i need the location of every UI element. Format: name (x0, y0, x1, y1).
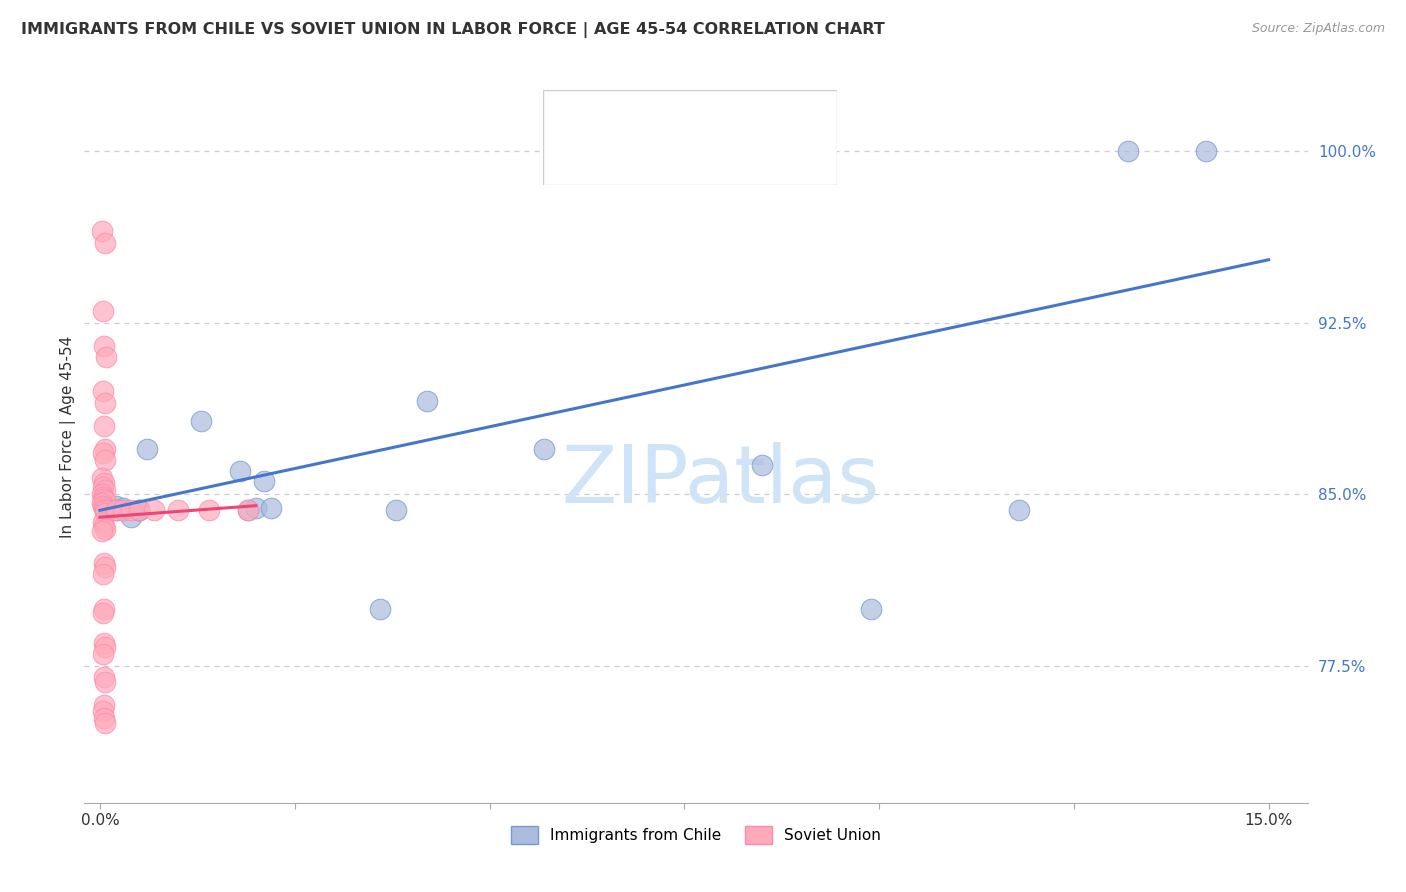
Point (93, 499, 115, 513)
Point (91, 304, 114, 318)
Text: Source: ZipAtlas.com: Source: ZipAtlas.com (1251, 22, 1385, 36)
Point (1008, 503, 1031, 517)
Point (93, 235, 115, 250)
Point (93, 500, 115, 515)
Point (260, 500, 283, 515)
Legend: Immigrants from Chile, Soviet Union: Immigrants from Chile, Soviet Union (505, 820, 887, 850)
Point (93, 715, 115, 730)
Point (112, 503, 135, 517)
Point (93, 519, 115, 533)
Point (93, 442, 115, 456)
Point (1195, 145, 1218, 159)
Point (416, 393, 439, 408)
Point (94, 396, 117, 410)
Point (166, 503, 188, 517)
Point (91, 384, 114, 399)
Point (96, 350, 118, 364)
Point (860, 601, 883, 615)
Point (93, 636, 115, 650)
Point (93, 601, 115, 615)
Point (91, 647, 114, 661)
Point (91, 606, 114, 620)
Point (198, 503, 221, 517)
Point (91, 471, 114, 485)
Point (128, 503, 150, 517)
Point (91, 490, 114, 504)
Point (93, 711, 115, 725)
Y-axis label: In Labor Force | Age 45-54: In Labor Force | Age 45-54 (60, 336, 76, 538)
Point (104, 503, 127, 517)
Point (91, 515, 114, 529)
Point (252, 474, 274, 488)
Point (93, 698, 115, 712)
Point (93, 475, 115, 490)
Point (190, 414, 212, 428)
Point (93, 503, 115, 517)
Point (93, 670, 115, 684)
Point (91, 480, 114, 494)
Point (91, 499, 114, 513)
Point (93, 418, 115, 433)
Point (548, 145, 571, 159)
Point (93, 521, 115, 535)
Point (128, 503, 150, 517)
Point (91, 487, 114, 501)
Point (91, 524, 114, 538)
Point (93, 483, 115, 497)
Point (91, 704, 114, 718)
Point (94, 453, 117, 467)
Point (533, 442, 555, 456)
Point (385, 503, 408, 517)
Point (104, 499, 127, 513)
Point (236, 503, 259, 517)
Point (91, 496, 114, 510)
Point (93, 560, 115, 574)
Point (572, 145, 595, 159)
Point (229, 464, 252, 478)
Point (370, 601, 392, 615)
Point (97, 499, 120, 513)
Point (128, 503, 150, 517)
Point (91, 224, 114, 238)
Point (97, 503, 120, 517)
Point (94, 506, 117, 520)
Point (91, 567, 114, 582)
Point (93, 640, 115, 655)
Point (245, 500, 267, 515)
Point (120, 503, 142, 517)
Text: ZIPatlas: ZIPatlas (561, 442, 880, 520)
Point (104, 503, 127, 517)
Point (751, 458, 773, 472)
Point (135, 442, 157, 456)
Point (91, 446, 114, 460)
Point (93, 491, 115, 506)
Point (93, 556, 115, 570)
Text: IMMIGRANTS FROM CHILE VS SOVIET UNION IN LABOR FORCE | AGE 45-54 CORRELATION CHA: IMMIGRANTS FROM CHILE VS SOVIET UNION IN… (21, 22, 884, 38)
Point (1118, 145, 1140, 159)
Point (143, 503, 166, 517)
Point (236, 503, 259, 517)
Point (93, 494, 115, 508)
Point (120, 510, 142, 524)
Point (93, 338, 115, 352)
Point (93, 674, 115, 689)
Point (112, 500, 135, 515)
